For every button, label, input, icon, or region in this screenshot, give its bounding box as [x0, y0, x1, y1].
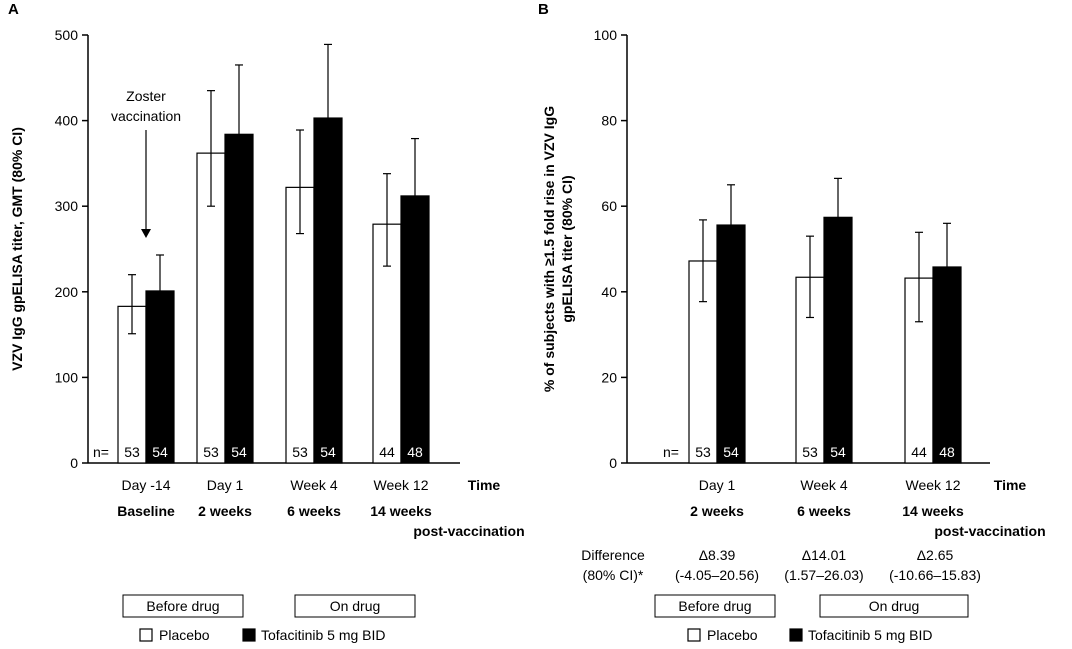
y-tick-label: 500	[55, 27, 79, 43]
period-box-on	[294, 594, 416, 618]
x-subcategory-label: 6 weeks	[797, 503, 851, 519]
difference-value: Δ2.65	[917, 547, 954, 563]
n-value: 54	[320, 444, 336, 460]
x-subcategory-label: 2 weeks	[690, 503, 744, 519]
n-prefix: n=	[93, 444, 109, 460]
legend-swatch-placebo	[687, 628, 701, 642]
panel-a: A 0 100 200 300 400 500 VZV IgG gpELISA titer, …	[8, 1, 525, 643]
y-tick-label: 0	[609, 455, 617, 471]
x-category-label: Day -14	[121, 477, 170, 493]
panel-b: B 0 20 40 60 80 100 % of subjects with ≥1.5 fol…	[538, 1, 1046, 643]
x-subcategory-label: 6 weeks	[287, 503, 341, 519]
period-box-before	[654, 594, 776, 618]
y-tick-label: 300	[55, 198, 79, 214]
legend-label-placebo: Placebo	[707, 627, 758, 643]
n-prefix: n=	[663, 444, 679, 460]
n-value: 53	[292, 444, 308, 460]
n-value: 44	[379, 444, 395, 460]
time-label: Time	[468, 477, 501, 493]
period-box-on-label: On drug	[330, 598, 381, 614]
y-tick-label: 400	[55, 113, 79, 129]
y-axis-label-line: gpELISA titer (80% CI)	[559, 175, 575, 322]
difference-label: (80% CI)*	[583, 567, 644, 583]
x-subcategory-label: Baseline	[117, 503, 175, 519]
x-category-label: Day 1	[207, 477, 244, 493]
n-value: 54	[152, 444, 168, 460]
x-category-label: Day 1	[699, 477, 736, 493]
bar-tofacitinib	[823, 216, 853, 464]
n-value: 53	[124, 444, 140, 460]
y-axis-label: % of subjects with ≥1.5 fold rise in VZV…	[541, 106, 575, 392]
annotation-label: vaccination	[111, 108, 181, 124]
y-tick-label: 100	[55, 369, 79, 385]
annotation-label: Zoster	[126, 88, 166, 104]
period-box-on	[819, 594, 969, 618]
panel-letter: A	[8, 1, 19, 18]
y-tick-label: 80	[601, 113, 617, 129]
y-tick-label: 40	[601, 284, 617, 300]
difference-value: Δ14.01	[802, 547, 847, 563]
y-tick-label: 100	[594, 27, 618, 43]
annotation-arrow-head	[141, 229, 151, 238]
difference-ci: (-4.05–20.56)	[675, 567, 759, 583]
x-subcategory-label: 14 weeks	[902, 503, 964, 519]
legend-label-tofacitinib: Tofacitinib 5 mg BID	[808, 627, 933, 643]
period-box-before-label: Before drug	[678, 598, 751, 614]
period-box-before	[122, 594, 244, 618]
legend-swatch-placebo	[139, 628, 153, 642]
time-label: post-vaccination	[413, 523, 524, 539]
y-tick-label: 60	[601, 198, 617, 214]
legend-label-tofacitinib: Tofacitinib 5 mg BID	[261, 627, 386, 643]
period-box-before-label: Before drug	[146, 598, 219, 614]
bar-tofacitinib	[224, 133, 254, 464]
y-axis-label-line: % of subjects with ≥1.5 fold rise in VZV…	[541, 106, 557, 392]
n-value: 44	[911, 444, 927, 460]
y-tick-label: 20	[601, 369, 617, 385]
n-value: 53	[802, 444, 818, 460]
n-value: 53	[203, 444, 219, 460]
y-axis-label: VZV IgG gpELISA titer, GMT (80% CI)	[9, 127, 25, 371]
x-category-label: Week 4	[800, 477, 847, 493]
x-category-label: Week 12	[906, 477, 961, 493]
legend-swatch-tofacitinib	[242, 628, 256, 642]
difference-value: Δ8.39	[699, 547, 736, 563]
n-value: 53	[695, 444, 711, 460]
y-tick-label: 0	[70, 455, 78, 471]
time-label: Time	[994, 477, 1027, 493]
x-category-label: Week 4	[290, 477, 337, 493]
n-value: 48	[939, 444, 955, 460]
n-value: 48	[407, 444, 423, 460]
legend-swatch-tofacitinib	[789, 628, 803, 642]
y-tick-label: 200	[55, 284, 79, 300]
n-value: 54	[231, 444, 247, 460]
period-box-on-label: On drug	[869, 598, 920, 614]
panel-letter: B	[538, 1, 549, 18]
x-subcategory-label: 14 weeks	[370, 503, 432, 519]
difference-ci: (-10.66–15.83)	[889, 567, 981, 583]
x-category-label: Week 12	[374, 477, 429, 493]
legend-label-placebo: Placebo	[159, 627, 210, 643]
difference-label: Difference	[581, 547, 645, 563]
x-subcategory-label: 2 weeks	[198, 503, 252, 519]
time-label: post-vaccination	[934, 523, 1045, 539]
difference-ci: (1.57–26.03)	[784, 567, 863, 583]
n-value: 54	[723, 444, 739, 460]
bar-tofacitinib	[145, 290, 175, 464]
n-value: 54	[830, 444, 846, 460]
